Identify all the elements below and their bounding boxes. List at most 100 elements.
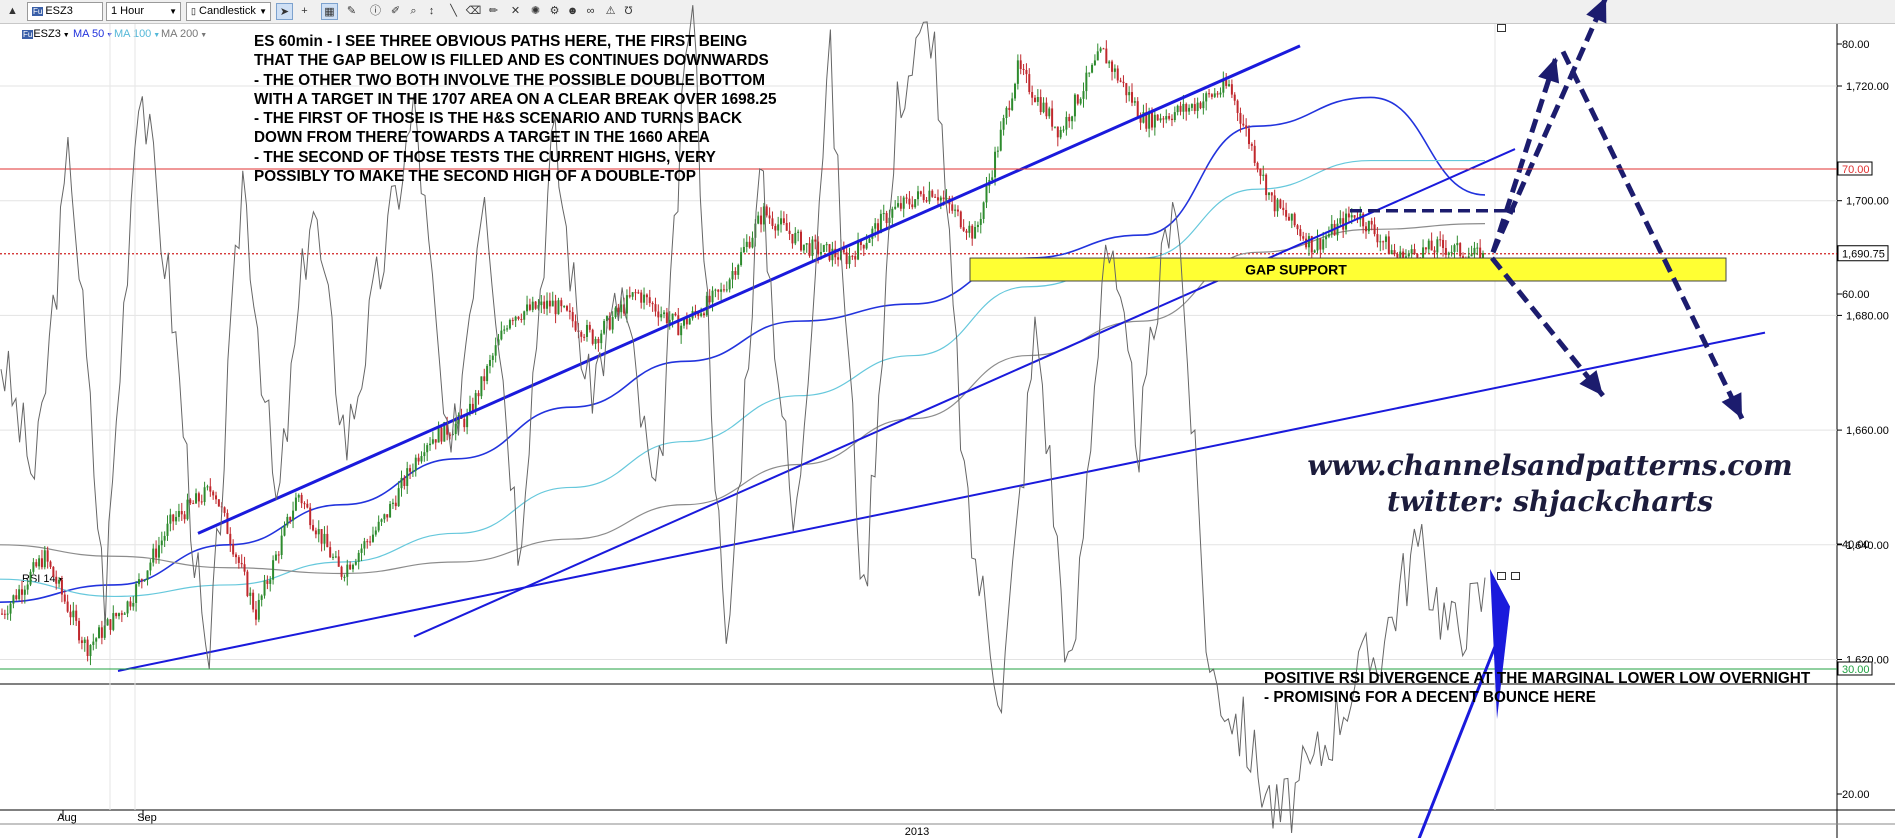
symbol-legend[interactable]: FuESZ3 ▼: [22, 27, 70, 43]
maximize-icon[interactable]: [1497, 24, 1506, 32]
candle-body: [976, 224, 979, 228]
candle-body: [1393, 250, 1396, 254]
pen-icon[interactable]: ✏: [488, 5, 499, 17]
candle-body: [1236, 100, 1239, 113]
magnet-icon[interactable]: Ʊ: [624, 5, 633, 17]
candle-body: [129, 601, 132, 607]
candle-body: [480, 376, 483, 397]
interval-select[interactable]: 1 Hour ▼: [106, 2, 181, 21]
palette-icon[interactable]: ✺: [530, 5, 541, 17]
edit-icon[interactable]: ✐: [390, 5, 401, 17]
candle-body: [303, 503, 306, 505]
draw-tool-icon[interactable]: ✎: [346, 5, 357, 17]
maximize-icon[interactable]: [1497, 572, 1506, 580]
candle-body: [140, 579, 143, 581]
candle-body: [1119, 80, 1122, 82]
info-icon[interactable]: ⓘ: [370, 5, 381, 17]
candle-body: [657, 311, 660, 318]
candle-body: [500, 330, 503, 340]
settings-icon[interactable]: ⚙: [549, 5, 560, 17]
candle-body: [20, 589, 23, 595]
candle-body: [1479, 247, 1482, 265]
candle-body: [449, 434, 452, 436]
candle-body: [506, 328, 509, 330]
chart-style-select[interactable]: ▯ Candlestick ▼: [186, 2, 271, 21]
candle-body: [86, 639, 89, 657]
candle-body: [483, 376, 486, 382]
candle-body: [35, 562, 38, 567]
candle-body: [332, 556, 335, 558]
candle-body: [386, 514, 389, 518]
candle-body: [965, 230, 968, 233]
candle-body: [954, 209, 957, 211]
candle-body: [905, 197, 908, 199]
grid-icon[interactable]: ▦: [321, 3, 338, 20]
candle-body: [1279, 199, 1282, 208]
candle-body: [1325, 236, 1328, 240]
candle-body: [78, 620, 81, 641]
candle-body: [63, 594, 66, 602]
candle-body: [1456, 243, 1459, 246]
candle-body: [720, 289, 723, 292]
candle-body: [1470, 254, 1473, 257]
candle-body: [98, 627, 101, 639]
candle-body: [1319, 238, 1322, 250]
candle-body: [354, 561, 357, 565]
candle-body: [380, 519, 383, 522]
candle-body: [560, 300, 563, 307]
candle-body: [848, 255, 851, 265]
candle-body: [1182, 104, 1185, 112]
candle-body: [765, 206, 768, 216]
candle-body: [58, 579, 61, 584]
ma-line-ma100: [0, 159, 1485, 598]
candle-body: [922, 194, 925, 201]
candle-body: [777, 224, 780, 231]
candle-body: [994, 151, 997, 178]
candle-body: [956, 209, 959, 212]
candle-body: [1310, 236, 1313, 253]
candle-body: [69, 611, 72, 618]
price-tick-label: 1,660.00: [1846, 425, 1889, 437]
candle-body: [594, 338, 597, 344]
link-icon[interactable]: ∞: [586, 5, 595, 17]
chevron-down-icon: ▼: [169, 7, 177, 16]
candle-body: [443, 422, 446, 442]
candle-body: [1399, 251, 1402, 258]
candle-body: [1005, 107, 1008, 119]
collapse-up-icon[interactable]: ▲: [7, 5, 18, 17]
candle-body: [491, 355, 494, 360]
pointer-icon[interactable]: ➤: [276, 3, 293, 20]
ma100-legend[interactable]: MA 100 ▼: [114, 27, 160, 43]
close-pane-icon[interactable]: [1511, 572, 1520, 580]
candle-body: [768, 215, 771, 219]
tools-icon[interactable]: ✕: [510, 5, 521, 17]
ma200-legend[interactable]: MA 200 ▼: [161, 27, 207, 43]
alert-icon[interactable]: ⚠: [605, 5, 616, 17]
candle-body: [1102, 48, 1105, 50]
zoom-icon[interactable]: ⌕: [410, 5, 417, 17]
candle-body: [1136, 101, 1139, 117]
candle-body: [740, 252, 743, 266]
candle-body: [92, 641, 95, 645]
candle-body: [277, 554, 280, 556]
candle-body: [831, 248, 834, 261]
candle-body: [1270, 192, 1273, 196]
line-tool-icon[interactable]: ╲: [450, 5, 457, 17]
candle-body: [1267, 192, 1270, 196]
eraser-icon[interactable]: ⌫: [465, 5, 482, 17]
candle-body: [280, 535, 283, 555]
price-tick-label: 1,640.00: [1846, 540, 1889, 552]
candle-body: [1210, 94, 1213, 97]
candle-body: [309, 507, 312, 526]
crosshair-icon[interactable]: +: [301, 5, 308, 17]
candle-body: [426, 445, 429, 453]
people-icon[interactable]: ☻: [566, 5, 579, 17]
candle-body: [440, 427, 443, 442]
candle-body: [429, 443, 432, 446]
candle-body: [928, 190, 931, 202]
futures-badge: Fu: [22, 30, 34, 39]
candle-body: [371, 534, 374, 542]
scale-icon[interactable]: ↕: [428, 5, 435, 17]
symbol-input[interactable]: Fu ESZ3: [27, 2, 103, 21]
